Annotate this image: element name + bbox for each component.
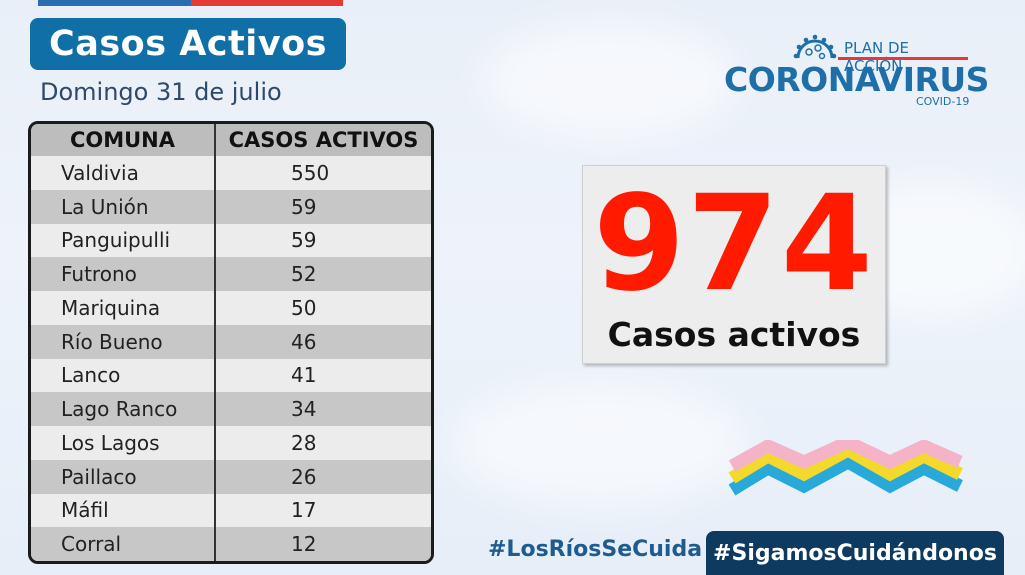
logo-name: CORONAVIRUS — [724, 60, 989, 99]
casos-cell: 12 — [215, 527, 431, 561]
casos-cell: 41 — [215, 358, 431, 393]
table-row: Río Bueno 46 — [31, 324, 431, 359]
date-label: Domingo 31 de julio — [40, 78, 282, 106]
casos-cell: 52 — [215, 257, 431, 291]
comuna-cell: Valdivia — [31, 156, 216, 190]
comuna-cell: Los Lagos — [31, 426, 216, 460]
title-banner: Casos Activos — [30, 18, 346, 70]
table-row: Valdivia 550 — [31, 156, 431, 190]
table-row: Panguipulli 59 — [31, 223, 431, 258]
comuna-cell: Paillaco — [31, 459, 216, 494]
comuna-cell: Río Bueno — [31, 324, 216, 359]
background-cloud — [480, 20, 740, 140]
table-row: Futrono 52 — [31, 257, 431, 291]
plan-coronavirus-logo: PLAN DE ACCIÓN CORONAVIRUS COVID-19 — [720, 30, 989, 110]
table-row: Los Lagos 28 — [31, 426, 431, 460]
virus-icon — [793, 34, 837, 60]
comuna-cell: Máfil — [31, 493, 216, 528]
logo-plan-text: PLAN DE ACCIÓN — [844, 39, 910, 75]
hashtag-sigamos: #SigamosCuidándonos — [713, 540, 997, 566]
casos-cell: 26 — [215, 459, 431, 494]
casos-cell: 59 — [215, 189, 431, 224]
comuna-cell: Lanco — [31, 358, 216, 393]
table-row: Máfil 17 — [31, 493, 431, 528]
casos-cell: 28 — [215, 426, 431, 460]
casos-cell: 550 — [215, 156, 431, 190]
total-cases-label: Casos activos — [607, 315, 861, 354]
cases-table: COMUNA CASOS ACTIVOS Valdivia 550 La Unión… — [28, 121, 434, 564]
casos-cell: 46 — [215, 324, 431, 359]
comuna-cell: Panguipulli — [31, 223, 216, 258]
page-title: Casos Activos — [49, 24, 327, 64]
column-header-casos: CASOS ACTIVOS — [215, 124, 431, 156]
total-cases-card: 974 Casos activos — [582, 165, 886, 364]
table-row: Corral 12 — [31, 527, 431, 561]
casos-cell: 34 — [215, 392, 431, 426]
comuna-cell: La Unión — [31, 189, 216, 224]
logo-sub: COVID-19 — [916, 95, 970, 108]
comuna-cell: Corral — [31, 527, 216, 561]
background-cloud — [450, 380, 750, 510]
logo-divider — [838, 57, 968, 60]
total-cases-value: 974 — [593, 167, 875, 321]
table-row: La Unión 59 — [31, 189, 431, 224]
casos-cell: 59 — [215, 223, 431, 258]
casos-cell: 17 — [215, 493, 431, 528]
hashtag-los-rios: #LosRíosSeCuida — [488, 537, 703, 562]
table-row: Lanco 41 — [31, 358, 431, 393]
top-color-bar — [38, 0, 343, 6]
comuna-cell: Futrono — [31, 257, 216, 291]
table-row: Paillaco 26 — [31, 459, 431, 494]
table-row: Lago Ranco 34 — [31, 392, 431, 426]
table-row: Mariquina 50 — [31, 291, 431, 325]
comuna-cell: Lago Ranco — [31, 392, 216, 426]
decorative-waves-graphic — [728, 440, 963, 496]
hashtag-banner: #SigamosCuidándonos — [706, 531, 1004, 575]
comuna-cell: Mariquina — [31, 291, 216, 325]
casos-cell: 50 — [215, 291, 431, 325]
column-header-comuna: COMUNA — [31, 124, 216, 156]
